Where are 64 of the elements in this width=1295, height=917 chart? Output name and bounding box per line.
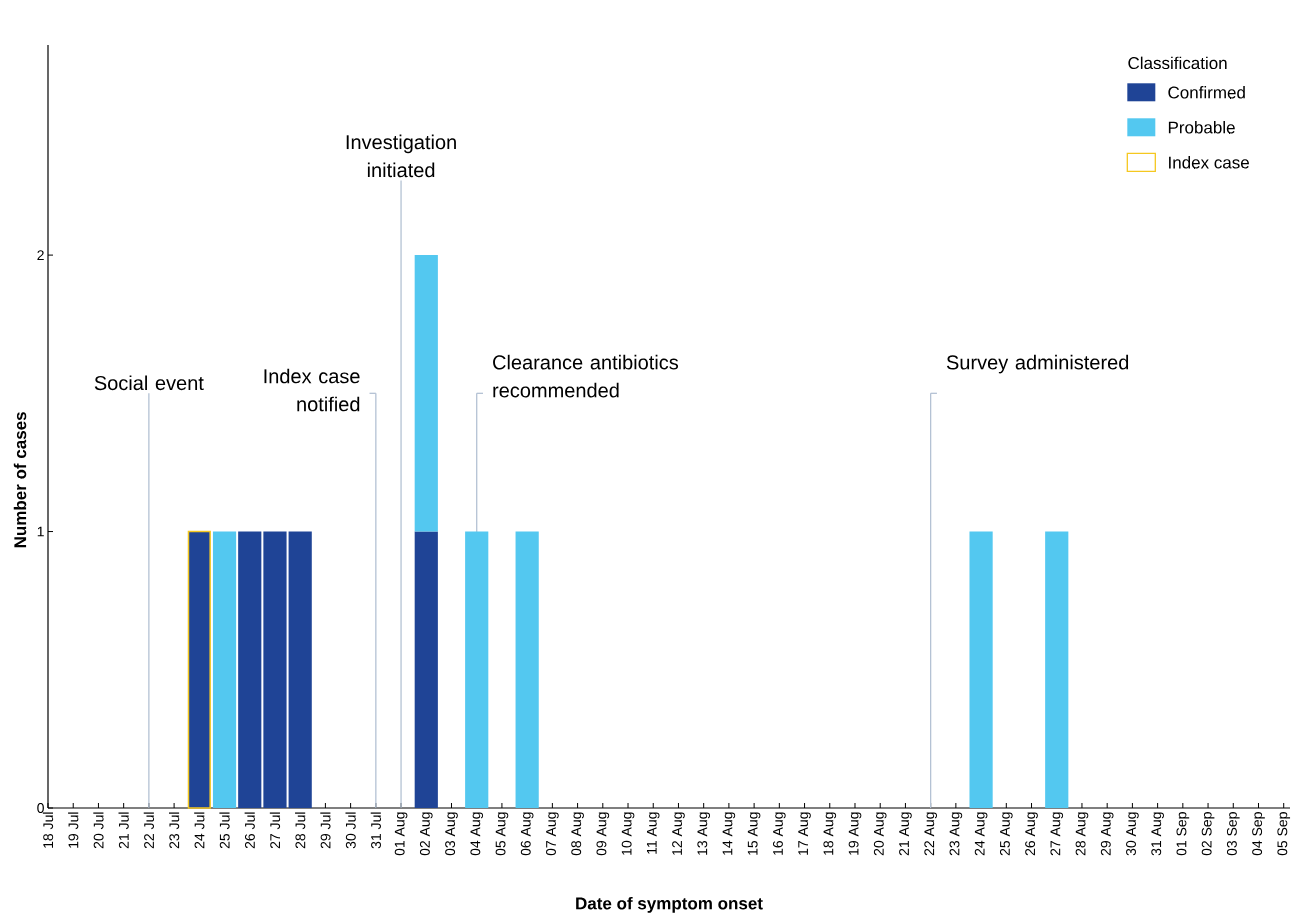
- ref-line-label: Social event: [94, 375, 204, 391]
- x-tick-label: 25 Jul: [219, 812, 230, 849]
- x-tick-label: 21 Aug: [899, 812, 912, 856]
- x-tick-label: 24 Aug: [974, 812, 988, 856]
- x-tick-label: 27 Aug: [1050, 812, 1064, 856]
- x-tick-label: 08 Aug: [571, 812, 584, 856]
- x-tick-label: 20 Aug: [873, 812, 887, 856]
- ref-line-label: Index case notified: [264, 368, 360, 412]
- x-tick-label: 31 Aug: [1151, 812, 1164, 856]
- x-tick-label: 19 Aug: [848, 812, 862, 855]
- x-tick-label: 25 Aug: [999, 812, 1013, 856]
- ref-line-label: Survey administered: [946, 354, 1129, 374]
- y-tick-label: 2: [37, 250, 44, 260]
- x-tick-label: 27 Jul: [269, 812, 281, 849]
- legend-label: Index case: [1169, 156, 1249, 169]
- x-tick-label: 09 Aug: [596, 812, 610, 856]
- x-tick-label: 02 Aug: [419, 812, 433, 856]
- x-tick-label: 23 Jul: [168, 812, 180, 849]
- x-tick-label: 28 Jul: [295, 812, 306, 849]
- x-tick-label: 22 Aug: [924, 812, 937, 856]
- legend-title: Classification: [1128, 56, 1227, 70]
- legend-label: Confirmed: [1168, 86, 1245, 99]
- x-tick-label: 14 Aug: [722, 812, 736, 855]
- x-tick-label: 16 Aug: [772, 812, 786, 855]
- x-tick-label: 19 Jul: [68, 812, 79, 848]
- x-tick-label: 05 Aug: [495, 812, 509, 856]
- ref-line-label: Clearance antibiotics recommended: [493, 354, 679, 398]
- legend-label: Probable: [1168, 121, 1235, 134]
- x-tick-label: 03 Aug: [445, 812, 458, 856]
- x-tick-label: 07 Aug: [546, 812, 559, 856]
- x-tick-label: 24 Jul: [194, 812, 205, 849]
- x-tick-label: 13 Aug: [697, 812, 711, 855]
- x-tick-label: 26 Jul: [244, 812, 255, 849]
- x-tick-label: 17 Aug: [798, 812, 811, 855]
- x-tick-label: 29 Aug: [1100, 812, 1114, 856]
- x-tick-label: 28 Aug: [1075, 812, 1089, 856]
- x-tick-label: 22 Jul: [143, 812, 155, 849]
- x-tick-label: 31 Jul: [370, 812, 381, 849]
- x-tick-label: 04 Sep: [1252, 812, 1265, 856]
- x-tick-label: 11 Aug: [646, 812, 660, 854]
- x-tick-label: 02 Sep: [1201, 812, 1215, 856]
- x-tick-label: 30 Jul: [345, 812, 356, 849]
- x-tick-label: 18 Jul: [42, 812, 54, 848]
- ref-line-label: Investigation initiated: [346, 134, 456, 178]
- x-tick-label: 20 Jul: [93, 812, 104, 849]
- y-tick-label: 0: [37, 803, 44, 813]
- x-tick-label: 21 Jul: [118, 812, 129, 849]
- x-tick-label: 01 Sep: [1176, 812, 1190, 856]
- x-tick-label: 23 Aug: [949, 812, 963, 856]
- x-tick-label: 12 Aug: [672, 812, 685, 855]
- x-tick-label: 30 Aug: [1126, 812, 1139, 856]
- x-tick-label: 26 Aug: [1025, 812, 1038, 856]
- x-tick-label: 18 Aug: [823, 812, 837, 855]
- y-axis-title: Number of cases: [13, 412, 27, 548]
- x-tick-label: 10 Aug: [621, 812, 635, 855]
- x-tick-label: 01 Aug: [394, 812, 408, 856]
- x-tick-label: 03 Sep: [1226, 812, 1240, 856]
- x-tick-label: 29 Jul: [320, 812, 331, 849]
- x-tick-label: 05 Sep: [1277, 812, 1291, 856]
- x-tick-label: 06 Aug: [520, 812, 534, 856]
- x-tick-label: 04 Aug: [470, 812, 484, 856]
- x-tick-label: 15 Aug: [747, 812, 761, 855]
- x-axis-title: Date of symptom onset: [576, 896, 763, 913]
- y-tick-label: 1: [37, 526, 44, 537]
